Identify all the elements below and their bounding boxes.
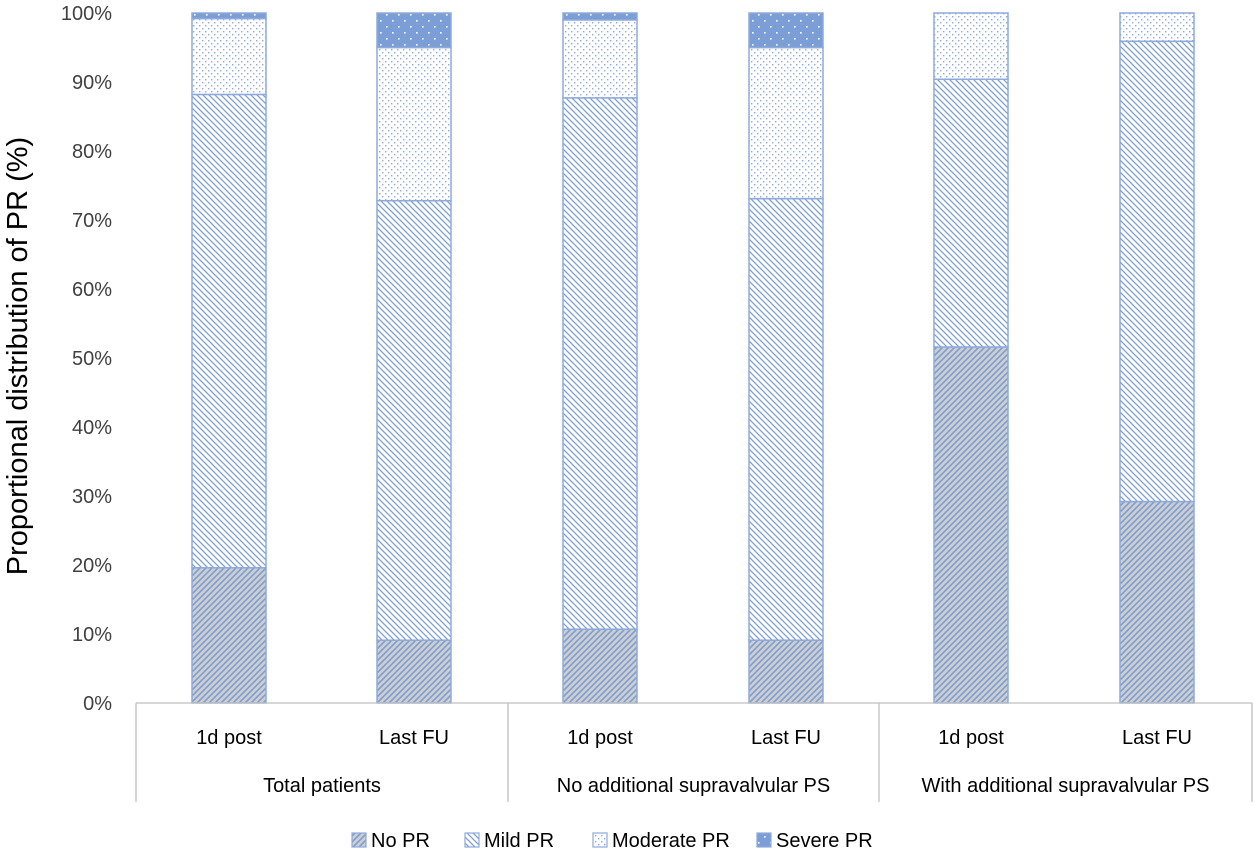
y-tick-label: 0% (83, 693, 112, 715)
bar-segment-no-pr (1119, 500, 1195, 704)
bar-segment-mild-pr (1119, 40, 1195, 503)
group-label: With additional supravalvular PS (922, 775, 1210, 797)
legend-label: Moderate PR (612, 830, 730, 852)
y-tick-label: 60% (72, 279, 112, 301)
bar-category-label: Last FU (1122, 727, 1192, 749)
bar-segment-severe-pr (748, 12, 824, 49)
legend-label: Severe PR (776, 830, 873, 852)
group-label: Total patients (263, 775, 381, 797)
y-tick-label: 40% (72, 417, 112, 439)
legend-swatch (592, 832, 608, 848)
y-tick-label: 70% (72, 210, 112, 232)
bar-segment-severe-pr (376, 12, 452, 49)
legend-swatch (464, 832, 480, 848)
bar-segment-mild-pr (376, 199, 452, 641)
y-tick-label: 30% (72, 486, 112, 508)
y-tick-label: 20% (72, 555, 112, 577)
bar-segment-moderate-pr (562, 19, 638, 99)
x-axis: 1d post Last FU Total patients 1d post Last … (135, 702, 1253, 802)
bar-segment-no-pr (933, 346, 1009, 704)
bar-segment-no-pr (562, 628, 638, 704)
legend-swatch (756, 832, 772, 848)
bar-segment-severe-pr (562, 12, 638, 21)
bar-segment-no-pr (748, 639, 824, 704)
y-tick-label: 100% (61, 3, 112, 25)
legend-label: Mild PR (484, 830, 554, 852)
y-tick-label: 90% (72, 72, 112, 94)
bar-segment-moderate-pr (1119, 12, 1195, 43)
bar-segment-mild-pr (748, 197, 824, 641)
bar-segment-moderate-pr (933, 12, 1009, 80)
bar-segment-moderate-pr (748, 46, 824, 200)
y-axis-title: Proportional distribution of PR (%) (2, 137, 34, 575)
bar-segment-severe-pr (191, 12, 267, 20)
bar-category-label: 1d post (567, 727, 633, 749)
bar-segment-mild-pr (933, 78, 1009, 348)
y-tick-label: 80% (72, 141, 112, 163)
bar-segment-no-pr (191, 567, 267, 704)
group-label: No additional supravalvular PS (557, 775, 831, 797)
legend: No PR Mild PR Moderate PR Severe PR (351, 830, 873, 852)
y-tick-labels: 0% 10% 20% 30% 40% 50% 60% 70% 80% 90% 100% (61, 3, 112, 715)
y-tick-label: 50% (72, 348, 112, 370)
bar-category-label: Last FU (751, 727, 821, 749)
bar-segment-moderate-pr (376, 46, 452, 202)
bars (191, 12, 1195, 704)
bar-segment-moderate-pr (191, 17, 267, 96)
bar-segment-mild-pr (191, 93, 267, 569)
legend-swatch (351, 832, 367, 848)
bar-segment-no-pr (376, 639, 452, 704)
y-tick-label: 10% (72, 624, 112, 646)
legend-label: No PR (371, 830, 430, 852)
bar-category-label: Last FU (379, 727, 449, 749)
bar-category-label: 1d post (938, 727, 1004, 749)
bar-segment-mild-pr (562, 97, 638, 630)
bar-category-label: 1d post (196, 727, 262, 749)
